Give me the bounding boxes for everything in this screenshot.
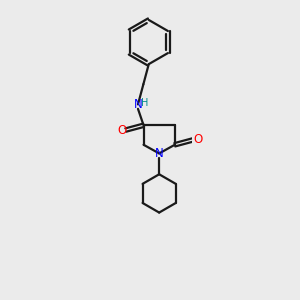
Text: N: N: [155, 147, 164, 160]
Text: H: H: [141, 98, 148, 108]
Text: O: O: [194, 133, 203, 146]
Text: N: N: [134, 98, 142, 111]
Text: O: O: [117, 124, 126, 136]
